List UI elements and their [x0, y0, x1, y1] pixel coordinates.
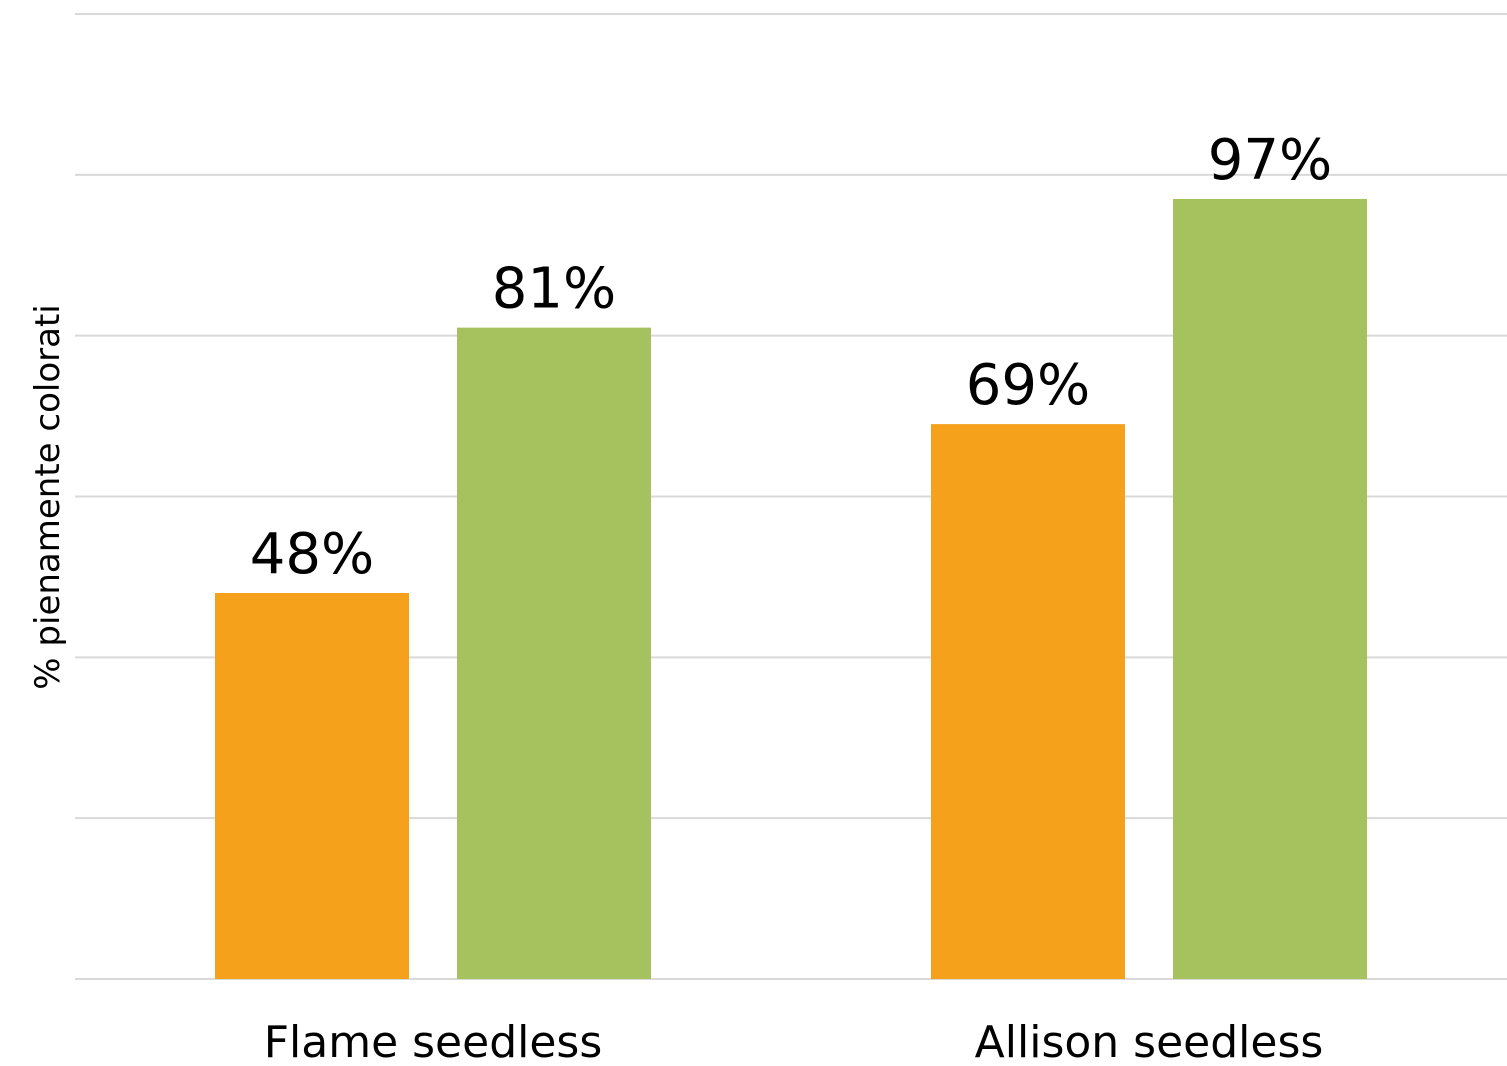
category-labels: Flame seedless Allison seedless [264, 1017, 1324, 1066]
bar-1-1 [1173, 198, 1367, 980]
bar-1-0 [931, 424, 1125, 979]
data-label-0-0: 48% [250, 522, 374, 587]
bar-0-0 [215, 593, 409, 979]
data-label-1-1: 97% [1208, 128, 1332, 193]
bar-0-1 [457, 327, 651, 979]
data-label-0-1: 81% [492, 257, 616, 322]
y-axis-title: % pienamente colorati [28, 304, 68, 689]
bars [215, 198, 1367, 980]
data-labels: 48% 81% 69% 97% [250, 128, 1332, 587]
data-label-1-0: 69% [966, 353, 1090, 418]
category-label-1: Allison seedless [975, 1017, 1324, 1066]
category-label-0: Flame seedless [264, 1017, 603, 1066]
